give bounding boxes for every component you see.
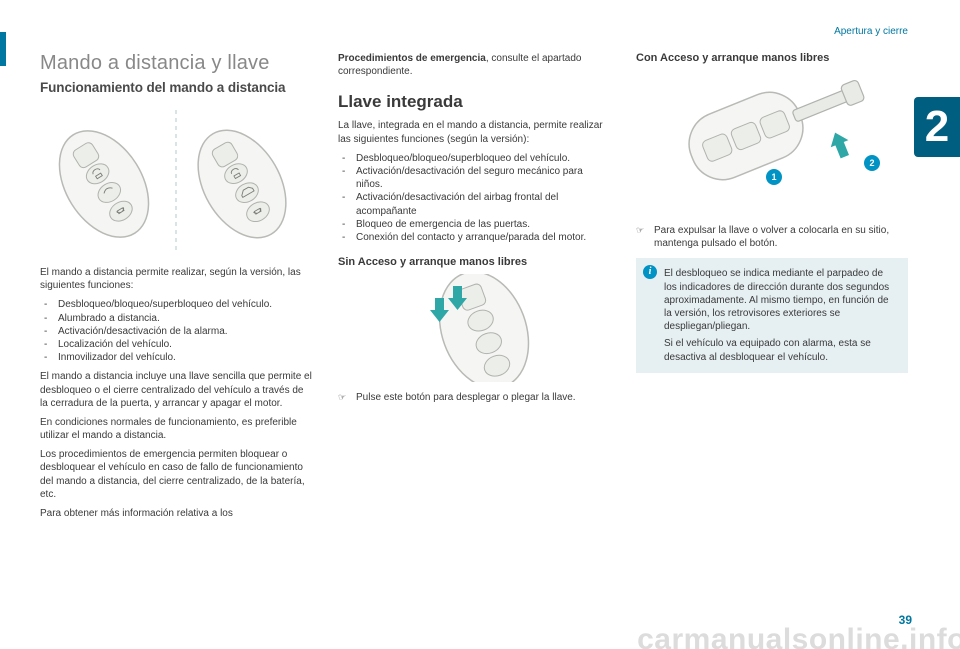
breadcrumb: Apertura y cierre — [834, 26, 908, 37]
col3-action: Para expulsar la llave o volver a coloca… — [636, 224, 908, 250]
col1-intro: El mando a distancia permite realizar, s… — [40, 266, 312, 292]
watermark: carmanualsonline.info — [637, 625, 960, 649]
col1-bullets: Desbloqueo/bloqueo/superbloqueo del vehí… — [40, 298, 312, 364]
col2-para1: La llave, integrada en el mando a distan… — [338, 119, 610, 145]
col2-continuation: Procedimientos de emergencia, consulte e… — [338, 52, 610, 78]
list-item: Bloqueo de emergencia de las puertas. — [338, 218, 610, 231]
list-item: Desbloqueo/bloqueo/superbloqueo del vehí… — [338, 152, 610, 165]
section-subtitle: Funcionamiento del mando a distancia — [40, 80, 312, 95]
subheading-con-acceso: Con Acceso y arranque manos libres — [636, 52, 908, 64]
svg-text:2: 2 — [869, 158, 874, 168]
column-2: Procedimientos de emergencia, consulte e… — [338, 52, 610, 520]
figure-flip-key-deploy — [338, 274, 610, 382]
list-item: Activación/desactivación de la alarma. — [40, 325, 312, 338]
list-item: Inmovilizador del vehículo. — [40, 351, 312, 364]
action-item: Para expulsar la llave o volver a coloca… — [636, 224, 908, 250]
figure-keyless-fob-eject: 1 2 — [636, 70, 908, 215]
col1-para4: Los procedimientos de emergencia permite… — [40, 448, 312, 501]
svg-text:1: 1 — [771, 172, 776, 182]
column-1: Mando a distancia y llave Funcionamiento… — [40, 52, 312, 520]
subheading-sin-acceso: Sin Acceso y arranque manos libres — [338, 256, 610, 268]
col2-action: Pulse este botón para desplegar o plegar… — [338, 391, 610, 404]
col1-para3: En condiciones normales de funcionamient… — [40, 416, 312, 442]
list-item: Activación/desactivación del seguro mecá… — [338, 165, 610, 191]
edge-tab — [0, 32, 6, 66]
info-text-1: El desbloqueo se indica mediante el parp… — [664, 267, 898, 333]
list-item: Localización del vehículo. — [40, 338, 312, 351]
column-3: Con Acceso y arranque manos libres 1 — [636, 52, 908, 520]
col2-cont-bold: Procedimientos de emergencia — [338, 53, 486, 64]
action-item: Pulse este botón para desplegar o plegar… — [338, 391, 610, 404]
col1-para2: El mando a distancia incluye una llave s… — [40, 370, 312, 410]
figure-remote-two-views — [40, 102, 312, 257]
page-content: Mando a distancia y llave Funcionamiento… — [40, 52, 908, 520]
list-item: Activación/desactivación del airbag fron… — [338, 191, 610, 217]
col2-bullets: Desbloqueo/bloqueo/superbloqueo del vehí… — [338, 152, 610, 244]
page-title: Mando a distancia y llave — [40, 52, 312, 75]
info-text-2: Si el vehículo va equipado con alarma, e… — [664, 337, 898, 363]
page-number: 39 — [899, 613, 912, 627]
list-item: Alumbrado a distancia. — [40, 312, 312, 325]
list-item: Desbloqueo/bloqueo/superbloqueo del vehí… — [40, 298, 312, 311]
chapter-number: 2 — [914, 97, 960, 157]
col1-para5: Para obtener más información relativa a … — [40, 507, 312, 520]
info-box: El desbloqueo se indica mediante el parp… — [636, 258, 908, 372]
list-item: Conexión del contacto y arranque/parada … — [338, 231, 610, 244]
section-heading: Llave integrada — [338, 92, 610, 112]
